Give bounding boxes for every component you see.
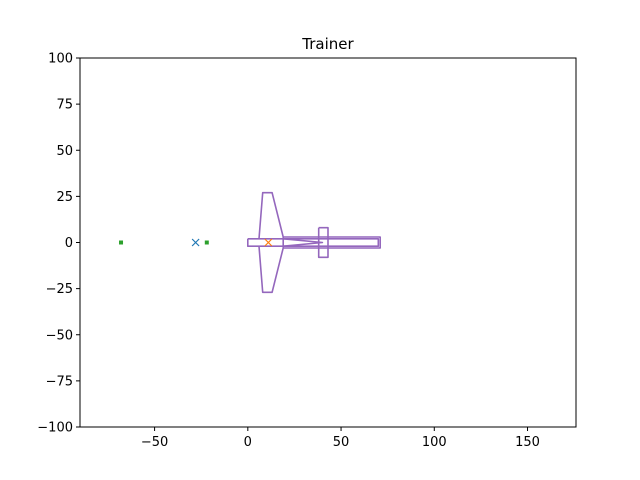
y-tick-label: −100 — [37, 421, 73, 436]
x-tick-label: 100 — [422, 435, 447, 450]
y-tick-label: 75 — [56, 98, 73, 113]
outline-series-0 — [247, 238, 380, 247]
x-tick-label: 50 — [333, 435, 350, 450]
y-axis: −100 −75 −50 −25 0 25 50 75 100 — [37, 52, 80, 436]
outline-series-4 — [283, 238, 324, 247]
outline-series-2 — [283, 236, 382, 249]
x-marker-6-0 — [264, 238, 273, 247]
x-tick-label: 0 — [244, 435, 252, 450]
chart-title: Trainer — [301, 35, 354, 53]
y-tick-label: 0 — [65, 236, 73, 251]
outline-series-3 — [317, 226, 329, 259]
square-marker-7-0 — [119, 240, 124, 245]
y-tick-label: −75 — [46, 374, 73, 389]
outline-series-1 — [258, 191, 285, 294]
y-tick-label: 25 — [56, 190, 73, 205]
x-tick-label: 150 — [515, 435, 540, 450]
y-tick-label: 100 — [48, 52, 73, 67]
plot-area — [119, 191, 382, 294]
x-tick-label: −50 — [141, 435, 168, 450]
y-tick-label: −50 — [46, 328, 73, 343]
y-tick-label: 50 — [56, 144, 73, 159]
square-marker-7-1 — [204, 240, 209, 245]
x-axis: −50 0 50 100 150 — [141, 427, 540, 450]
y-tick-label: −25 — [46, 282, 73, 297]
x-marker-5-0 — [191, 238, 200, 247]
